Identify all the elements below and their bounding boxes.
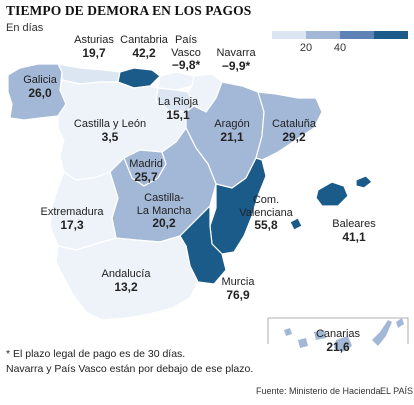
label-cantabria: Cantabria 42,2 — [120, 34, 168, 60]
label-extremadura: Extremadura 17,3 — [40, 206, 104, 232]
map-title: TIEMPO DE DEMORA EN LOS PAGOS — [6, 3, 252, 18]
legend-swatch-low — [272, 31, 306, 39]
label-navarra: Navarra −9,9* — [216, 47, 256, 73]
label-castilla-la-mancha: Castilla- La Mancha 20,2 — [136, 192, 192, 231]
label-baleares: Baleares 41,1 — [332, 218, 376, 244]
footnote: * El plazo legal de pago es de 30 días. … — [6, 347, 253, 377]
label-canarias: Canarias 21,6 — [315, 328, 361, 354]
region-cataluna — [255, 91, 323, 161]
legend-swatch-mid-high — [340, 31, 374, 39]
label-cataluna: Cataluña 29,2 — [271, 118, 317, 144]
label-valenciana: Com. Valenciana 55,8 — [239, 194, 293, 233]
brand-credit: EL PAÍS — [380, 386, 414, 396]
legend-tick-20: 20 — [299, 42, 313, 54]
label-galicia: Galicia 26,0 — [23, 74, 57, 100]
map-subtitle: En días — [6, 22, 44, 34]
source-credit: Fuente: Ministerio de Hacienda. — [256, 386, 384, 396]
footnote-line-1: * El plazo legal de pago es de 30 días. — [6, 348, 186, 360]
label-aragon: Aragón 21,1 — [214, 118, 250, 144]
legend-swatch-mid-low — [306, 31, 340, 39]
label-castilla-leon: Castilla y León 3,5 — [73, 118, 147, 144]
label-asturias: Asturias 19,7 — [74, 34, 114, 60]
canarias-inset — [267, 317, 409, 352]
label-pais-vasco: País Vasco −9,8* — [171, 34, 201, 73]
color-legend: 20 40 — [272, 31, 408, 54]
region-baleares-mallorca — [315, 181, 349, 207]
legend-swatch-high — [374, 31, 408, 39]
region-baleares-menorca — [355, 175, 373, 189]
region-pais-vasco — [157, 71, 195, 91]
region-valenciana — [209, 157, 267, 255]
label-andalucia: Andalucía 13,2 — [101, 268, 151, 294]
label-murcia: Murcia 76,9 — [221, 276, 255, 302]
label-madrid: Madrid 25,7 — [129, 158, 163, 184]
footnote-line-2: Navarra y País Vasco están por debajo de… — [6, 363, 254, 375]
region-andalucia — [55, 235, 199, 321]
region-baleares-ibiza — [289, 217, 303, 231]
legend-tick-40: 40 — [333, 42, 347, 54]
label-la-rioja: La Rioja 15,1 — [157, 96, 199, 122]
